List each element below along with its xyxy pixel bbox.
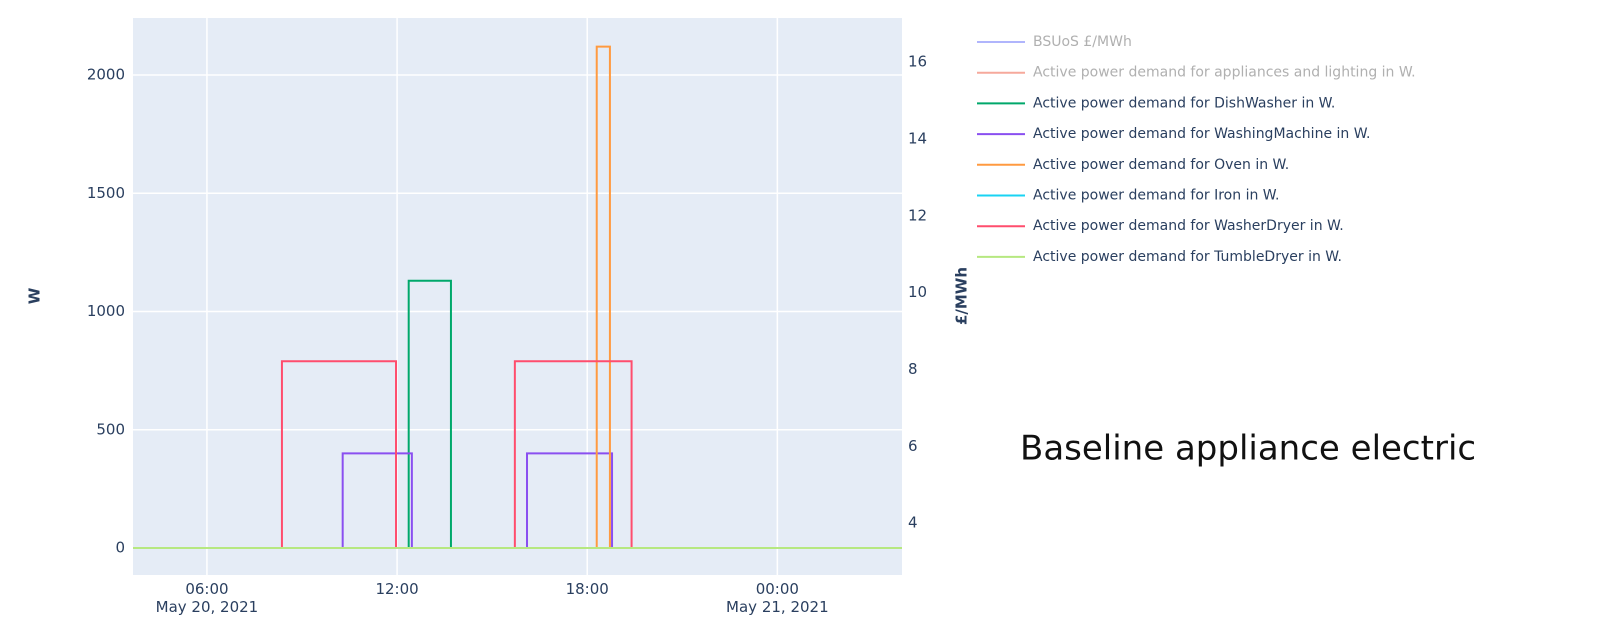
x-tick-label: 06:00 May 20, 2021 (155, 580, 259, 616)
y-tick-label: 1000 (87, 302, 125, 320)
annotation: Baseline appliance electric (1020, 429, 1476, 469)
x-tick-label: 18:00 (565, 580, 609, 598)
y-tick-label: 500 (96, 420, 125, 438)
y-tick-label: 1500 (87, 184, 125, 202)
y2-tick-label: 10 (908, 283, 927, 301)
y-tick-label: 2000 (87, 66, 125, 84)
x-tick-label: 00:00 May 21, 2021 (726, 580, 829, 616)
x-tick-label: 12:00 (375, 580, 419, 598)
legend-label: Active power demand for DishWasher in W. (1033, 95, 1335, 111)
y2-tick-label: 6 (908, 437, 918, 455)
y2-axis-title: £/MWh (953, 267, 971, 325)
legend-label: Active power demand for WashingMachine i… (1033, 126, 1370, 142)
y-axis-title: W (26, 287, 44, 304)
legend-label: Active power demand for WasherDryer in W… (1033, 218, 1344, 234)
y2-tick-label: 8 (908, 360, 918, 378)
y2-tick-label: 12 (908, 206, 927, 224)
y-tick-label: 0 (115, 539, 125, 557)
legend-label: BSUoS £/MWh (1033, 34, 1132, 50)
legend-label: Active power demand for Iron in W. (1033, 188, 1279, 204)
plot-background (133, 18, 902, 575)
y2-tick-label: 14 (908, 130, 927, 148)
legend-label: Active power demand for appliances and l… (1033, 65, 1416, 81)
y2-tick-label: 16 (908, 53, 927, 71)
legend-label: Active power demand for TumbleDryer in W… (1033, 249, 1342, 265)
y2-tick-label: 4 (908, 514, 918, 532)
legend-label: Active power demand for Oven in W. (1033, 157, 1289, 173)
